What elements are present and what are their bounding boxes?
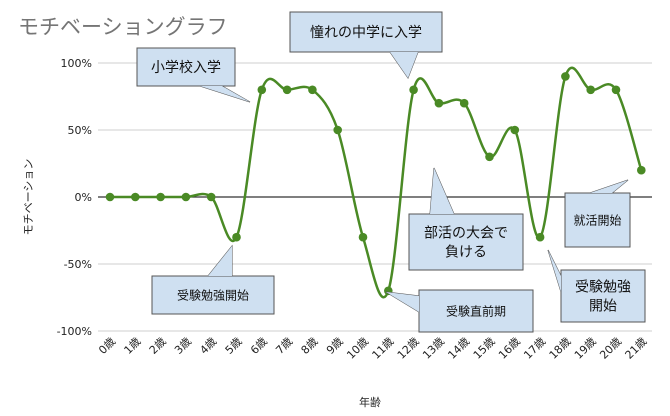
callout-box — [136, 47, 236, 87]
callout-text: 憧れの中学に入学 — [310, 25, 422, 41]
callout-text: 就活開始 — [573, 213, 621, 227]
callout-akogare: 憧れの中学に入学 — [289, 11, 443, 80]
data-point — [105, 192, 115, 202]
x-tick-label: 8歳 — [299, 335, 321, 357]
data-point — [434, 98, 444, 108]
x-tick-label: 18歳 — [547, 335, 574, 362]
x-tick-label: 12歳 — [395, 335, 422, 362]
callout-juken2: 受験勉強開始 — [547, 249, 646, 323]
x-tick-label: 20歳 — [597, 335, 624, 362]
x-tick-label: 15歳 — [471, 335, 498, 362]
x-tick-label: 1歳 — [122, 335, 144, 357]
x-tick-label: 7歳 — [273, 335, 295, 357]
y-axis-label: モチベーション — [22, 159, 35, 236]
data-point — [308, 85, 317, 95]
x-tick-label: 17歳 — [521, 335, 548, 362]
callout-shukatsu: 就活開始 — [564, 179, 631, 248]
x-tick-label: 14歳 — [445, 335, 472, 362]
x-tick-label: 5歳 — [223, 335, 245, 357]
data-point — [257, 85, 267, 95]
x-tick-label: 6歳 — [248, 335, 270, 357]
x-tick-label: 4歳 — [197, 335, 219, 357]
callout-shogakko: 小学校入学 — [136, 47, 251, 103]
x-tick-label: 16歳 — [496, 335, 523, 362]
data-point — [206, 192, 216, 202]
callout-chokuzen: 受験直前期 — [385, 289, 534, 333]
x-tick-label: 0歳 — [96, 335, 118, 357]
x-tick-label: 3歳 — [172, 335, 194, 357]
data-point — [181, 192, 191, 202]
series-line — [110, 66, 643, 299]
x-tick-label: 19歳 — [572, 335, 599, 362]
data-point — [611, 85, 621, 95]
callout-text: 受験勉強 — [575, 280, 631, 296]
y-tick-label: 0% — [75, 191, 92, 204]
x-tick-label: 10歳 — [344, 335, 371, 362]
callout-box — [418, 289, 534, 333]
data-point — [586, 85, 595, 95]
data-point — [459, 98, 469, 108]
callout-text: 受験直前期 — [446, 303, 506, 318]
data-point — [358, 232, 368, 242]
data-point — [131, 192, 140, 202]
data-point — [156, 192, 165, 202]
x-tick-label: 13歳 — [420, 335, 447, 362]
y-tick-labels: 100% 50% 0% -50% -100% — [57, 57, 92, 338]
data-point — [485, 152, 494, 162]
callout-text: 受験勉強開始 — [177, 287, 249, 302]
y-tick-label: -50% — [64, 258, 92, 271]
callout-text: 部活の大会で — [424, 226, 508, 242]
x-axis-label: 年齢 — [359, 395, 381, 409]
callout-juken1: 受験勉強開始 — [151, 244, 275, 315]
callout-box — [408, 213, 524, 271]
x-tick-labels: 0歳 1歳 2歳 3歳 4歳 5歳 6歳 7歳 8歳 9歳10歳11歳12歳13歳14歳15歳16… — [96, 335, 649, 362]
callout-box — [289, 11, 443, 53]
data-point — [409, 85, 418, 95]
y-tick-label: 50% — [68, 124, 92, 137]
x-tick-label: 2歳 — [147, 335, 169, 357]
callouts: 小学校入学憧れの中学に入学受験勉強開始受験直前期部活の大会で負ける就活開始受験勉… — [136, 11, 646, 333]
data-point — [561, 72, 570, 81]
chart-title: モチベーショングラフ — [18, 15, 228, 39]
data-point — [535, 232, 545, 242]
callout-text: 開始 — [589, 299, 617, 315]
y-tick-label: -100% — [57, 325, 92, 338]
callout-text: 負ける — [445, 245, 487, 261]
x-tick-label: 21歳 — [623, 335, 650, 362]
x-tick-label: 11歳 — [370, 335, 397, 362]
data-point — [637, 165, 646, 175]
x-tick-label: 9歳 — [324, 335, 346, 357]
callout-box — [560, 269, 646, 323]
data-point — [510, 125, 520, 135]
y-tick-label: 100% — [61, 57, 92, 70]
data-point — [333, 125, 343, 135]
data-point — [282, 85, 292, 95]
data-points — [105, 72, 646, 296]
callout-box — [564, 192, 631, 248]
callout-text: 小学校入学 — [151, 59, 221, 76]
callout-box — [151, 275, 275, 315]
data-point — [232, 232, 241, 242]
